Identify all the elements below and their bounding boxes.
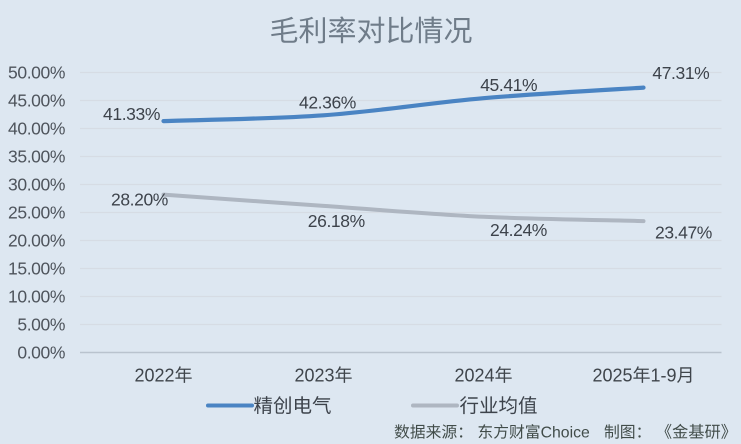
svg-text:45.41%: 45.41% (480, 75, 537, 95)
svg-text:50.00%: 50.00% (8, 63, 65, 83)
svg-text:2025: 2025 (593, 366, 633, 386)
svg-text:10.00%: 10.00% (8, 287, 65, 307)
svg-text:40.00%: 40.00% (8, 119, 65, 139)
svg-text:1-9: 1-9 (651, 366, 677, 386)
svg-text:5.00%: 5.00% (17, 315, 65, 335)
svg-text:42.36%: 42.36% (299, 93, 356, 113)
svg-text:30.00%: 30.00% (8, 175, 65, 195)
svg-text:45.00%: 45.00% (8, 91, 65, 111)
svg-text:47.31%: 47.31% (652, 63, 709, 83)
svg-text:35.00%: 35.00% (8, 147, 65, 167)
svg-text:Choice: Choice (541, 425, 590, 442)
svg-text:23.47%: 23.47% (655, 223, 712, 243)
svg-text:2024: 2024 (455, 366, 495, 386)
svg-text:26.18%: 26.18% (308, 211, 365, 231)
svg-text:0.00%: 0.00% (17, 343, 65, 363)
svg-text:41.33%: 41.33% (103, 104, 160, 124)
svg-text:25.00%: 25.00% (8, 203, 65, 223)
svg-text:2023: 2023 (295, 366, 335, 386)
svg-text:2022: 2022 (135, 366, 175, 386)
svg-text:24.24%: 24.24% (490, 220, 547, 240)
svg-text:20.00%: 20.00% (8, 231, 65, 251)
svg-text:15.00%: 15.00% (8, 259, 65, 279)
svg-text:28.20%: 28.20% (111, 190, 168, 210)
